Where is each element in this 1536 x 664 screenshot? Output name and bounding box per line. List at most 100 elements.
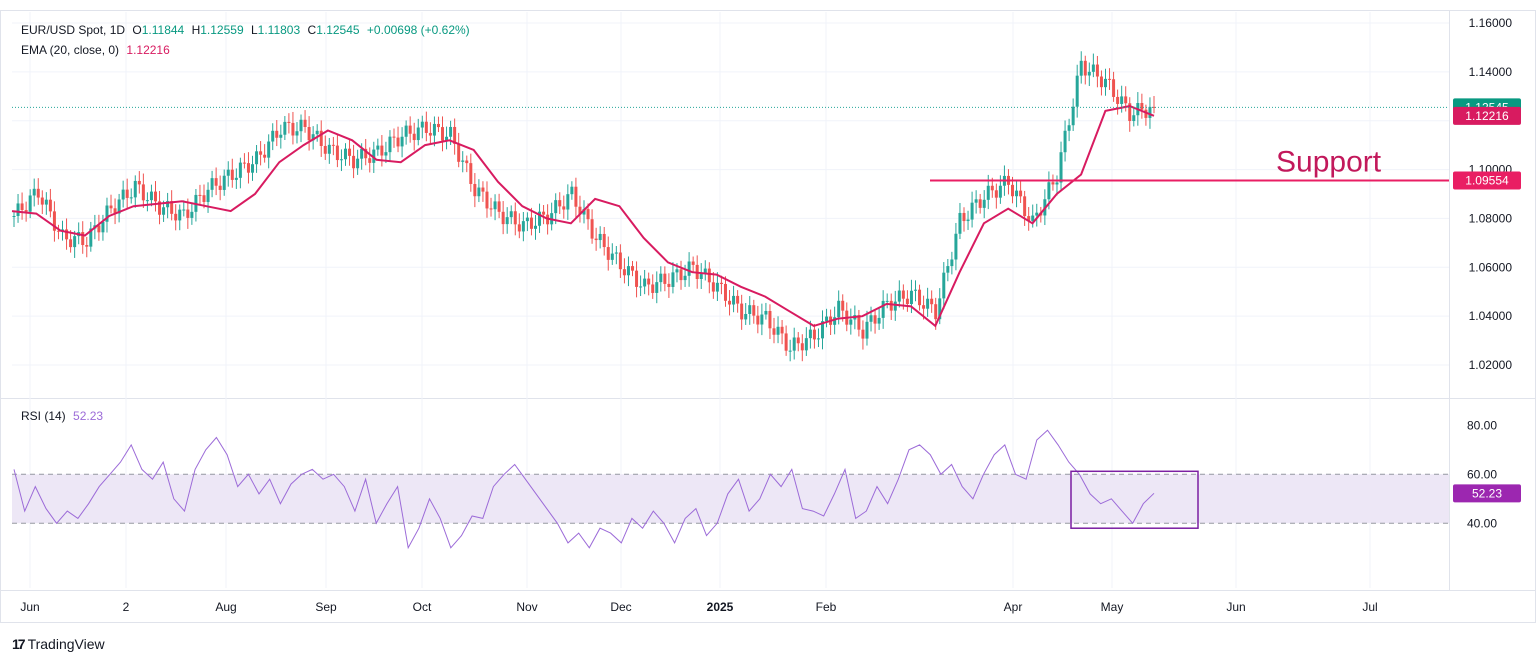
candle-body: [129, 197, 133, 199]
candle-body: [1108, 78, 1112, 80]
candle-body: [230, 169, 234, 180]
brand-name: TradingView: [27, 636, 105, 652]
candle-body: [703, 268, 707, 275]
candle-body: [1152, 106, 1156, 108]
time-tick-label: Jun: [1226, 600, 1245, 614]
ema-legend: EMA (20, close, 0) 1.12216: [21, 43, 174, 57]
rsi-legend-value: 52.23: [73, 409, 104, 423]
candle-body: [465, 160, 469, 164]
time-tick-label: Feb: [816, 600, 837, 614]
rsi-threshold-lines: [12, 473, 1449, 524]
rsi-axis[interactable]: 80.00 60.00 40.00: [1467, 418, 1497, 530]
candle-body: [449, 126, 453, 137]
candle-body: [396, 137, 400, 147]
candle-body: [800, 343, 804, 351]
candle-body: [388, 136, 392, 153]
tradingview-logo[interactable]: 17 TradingView: [12, 636, 105, 652]
candle-body: [570, 186, 574, 195]
candle-body: [950, 259, 954, 267]
candle-body: [529, 217, 533, 229]
candle-body: [873, 315, 877, 324]
candle-body: [489, 208, 493, 210]
rsi-tick-label: 60.00: [1467, 467, 1497, 481]
tv-icon: 17: [12, 636, 26, 652]
price-axis[interactable]: 1.160001.140001.120001.100001.080001.060…: [1469, 16, 1513, 372]
candle-body: [986, 185, 990, 200]
candle-body: [978, 199, 982, 208]
candle-body: [594, 238, 598, 241]
candle-body: [428, 132, 432, 136]
candle-body: [69, 239, 73, 248]
candle-body: [1019, 190, 1023, 197]
candle-body: [687, 261, 691, 276]
candle-body: [728, 300, 732, 305]
candle-body: [392, 136, 396, 138]
candle-body: [760, 314, 764, 325]
candle-body: [36, 188, 40, 198]
candle-body: [380, 145, 384, 156]
candle-body: [1067, 125, 1071, 131]
candle-body: [679, 269, 683, 281]
candle-body: [319, 130, 323, 146]
candle-body: [1087, 71, 1091, 76]
candle-body: [441, 127, 445, 141]
candle-body: [808, 329, 812, 339]
candle-body: [283, 121, 287, 135]
candle-body: [210, 178, 214, 190]
support-price-tag: [1453, 171, 1521, 190]
candle-body: [538, 211, 542, 226]
candle-body: [618, 252, 622, 270]
candle-body: [574, 186, 578, 207]
candle-body: [376, 145, 380, 150]
candle-body: [291, 122, 295, 136]
high-label: H1.12559: [191, 23, 244, 37]
candle-body: [335, 145, 339, 161]
candle-body: [182, 209, 186, 211]
ema-price-tag: [1453, 106, 1521, 125]
candle-body: [12, 215, 16, 217]
candle-body: [287, 121, 291, 123]
candle-body: [420, 121, 424, 128]
candle-body: [626, 266, 630, 276]
candle-body: [368, 158, 372, 163]
time-axis[interactable]: Jun 2 Aug Sep Oct Nov Dec 2025 Feb Apr May Jun Jul: [20, 600, 1377, 614]
candle-body: [1148, 106, 1152, 118]
candle-body: [56, 230, 60, 232]
candle-body: [974, 199, 978, 203]
candle-body: [1027, 216, 1031, 221]
open-label: O1.11844: [132, 23, 185, 37]
candle-body: [109, 205, 113, 209]
rsi-value-tag-text: 52.23: [1472, 486, 1502, 500]
candle-body: [315, 130, 319, 135]
candle-body: [311, 134, 315, 141]
candle-body: [938, 298, 942, 320]
candle-body: [493, 201, 497, 210]
candle-body: [1124, 96, 1128, 104]
candle-body: [44, 199, 48, 205]
time-tick-label: May: [1101, 600, 1124, 614]
candle-body: [962, 212, 966, 222]
candle-body: [796, 337, 800, 344]
candle-body: [881, 300, 885, 318]
candle-body: [913, 289, 917, 291]
price-tick-label: 1.14000: [1469, 65, 1513, 79]
ema-legend-value: 1.12216: [126, 43, 170, 57]
candle-body: [1099, 76, 1103, 88]
candle-body: [275, 130, 279, 138]
candle-body: [133, 180, 137, 198]
time-tick-label: Oct: [413, 600, 432, 614]
price-tick-label: 1.16000: [1469, 16, 1513, 30]
candle-body: [279, 134, 283, 138]
candle-body: [533, 225, 537, 229]
candle-body: [812, 329, 816, 340]
candle-body: [186, 209, 190, 218]
candle-body: [242, 162, 246, 164]
candle-body: [715, 282, 719, 292]
candle-body: [238, 162, 242, 178]
candle-body: [792, 337, 796, 351]
candle-body: [1059, 152, 1063, 183]
candle-body: [32, 188, 36, 196]
candle-body: [20, 203, 24, 211]
